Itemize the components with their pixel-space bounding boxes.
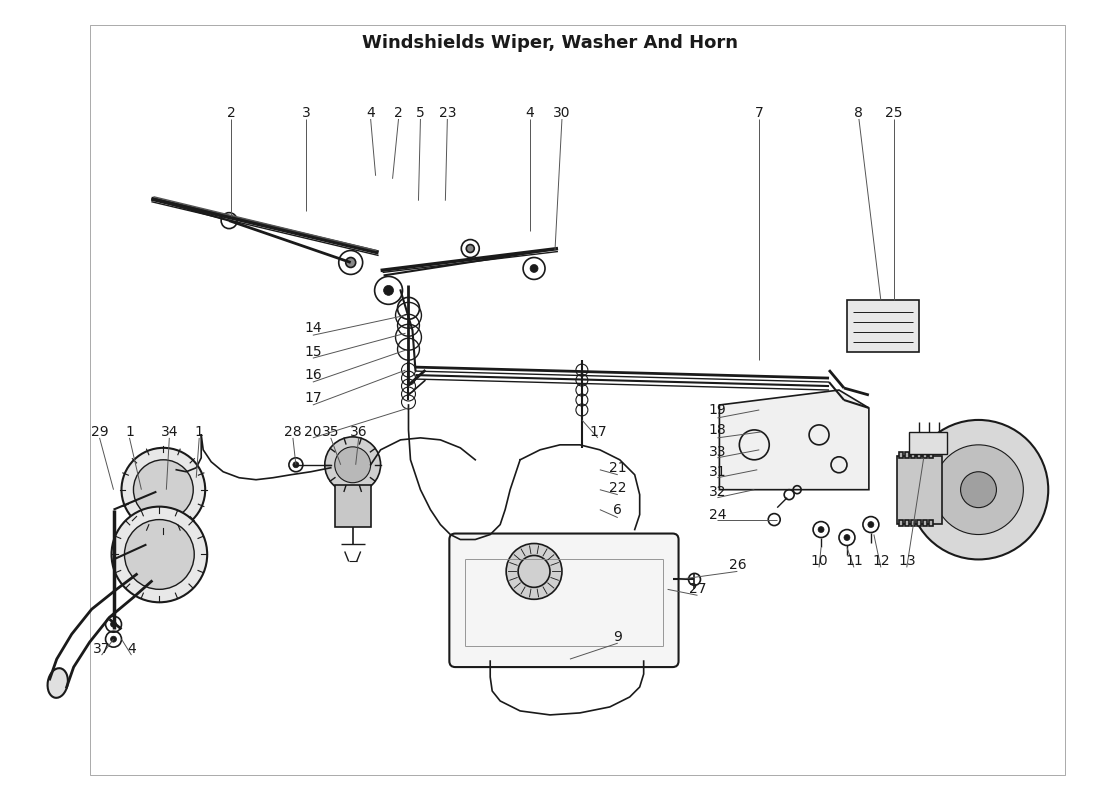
Bar <box>896 456 942 523</box>
Bar <box>911 519 915 526</box>
Circle shape <box>133 460 194 519</box>
Bar <box>916 452 921 458</box>
Circle shape <box>844 534 850 541</box>
Bar <box>905 452 909 458</box>
Circle shape <box>466 245 474 253</box>
Text: 23: 23 <box>439 106 456 120</box>
Circle shape <box>909 420 1048 559</box>
Text: 2: 2 <box>227 106 235 120</box>
Text: 4: 4 <box>526 106 535 120</box>
Text: 1: 1 <box>195 425 204 439</box>
Text: 24: 24 <box>708 508 726 522</box>
Text: 3: 3 <box>301 106 310 120</box>
Text: 33: 33 <box>708 445 726 459</box>
Bar <box>905 519 909 526</box>
Circle shape <box>530 265 538 273</box>
Circle shape <box>934 445 1023 534</box>
Text: 9: 9 <box>614 630 623 644</box>
Text: 6: 6 <box>614 502 623 517</box>
Text: 34: 34 <box>161 425 178 439</box>
Circle shape <box>124 519 195 590</box>
Polygon shape <box>719 390 869 490</box>
Circle shape <box>293 462 299 468</box>
Bar <box>847 300 918 352</box>
Text: 20: 20 <box>304 425 321 439</box>
Circle shape <box>506 543 562 599</box>
Text: Windshields Wiper, Washer And Horn: Windshields Wiper, Washer And Horn <box>362 34 738 52</box>
Ellipse shape <box>47 668 68 698</box>
Text: 36: 36 <box>350 425 367 439</box>
Text: 37: 37 <box>92 642 110 656</box>
Text: 15: 15 <box>304 345 321 359</box>
Text: 4: 4 <box>128 642 135 656</box>
Text: 30: 30 <box>553 106 571 120</box>
Text: 13: 13 <box>898 554 915 569</box>
Bar <box>334 485 371 526</box>
Bar <box>899 519 903 526</box>
Text: 31: 31 <box>708 465 726 478</box>
Text: 7: 7 <box>755 106 763 120</box>
Text: 27: 27 <box>689 582 706 596</box>
Text: 17: 17 <box>588 425 606 439</box>
Text: 1: 1 <box>125 425 134 439</box>
Circle shape <box>334 447 371 482</box>
Text: 19: 19 <box>708 403 726 417</box>
Text: 25: 25 <box>886 106 903 120</box>
Bar <box>911 452 915 458</box>
Bar <box>916 519 921 526</box>
Circle shape <box>868 522 873 527</box>
Text: 32: 32 <box>708 485 726 498</box>
Circle shape <box>110 622 117 627</box>
Text: 16: 16 <box>304 368 321 382</box>
Circle shape <box>960 472 997 508</box>
Text: 29: 29 <box>91 425 109 439</box>
Circle shape <box>110 636 117 642</box>
Text: 35: 35 <box>322 425 340 439</box>
Text: 4: 4 <box>366 106 375 120</box>
Circle shape <box>324 437 381 493</box>
Text: 17: 17 <box>304 391 321 405</box>
Text: 5: 5 <box>416 106 425 120</box>
Bar <box>928 519 933 526</box>
Text: 11: 11 <box>845 554 862 569</box>
Circle shape <box>818 526 824 533</box>
Bar <box>899 452 903 458</box>
Bar <box>909 432 947 454</box>
Text: 10: 10 <box>811 554 828 569</box>
Bar <box>923 519 926 526</box>
Text: 26: 26 <box>728 558 746 573</box>
Bar <box>923 452 926 458</box>
Text: 8: 8 <box>855 106 864 120</box>
Circle shape <box>384 286 394 295</box>
Text: 14: 14 <box>304 322 321 335</box>
Text: 22: 22 <box>609 481 627 494</box>
Circle shape <box>345 258 355 267</box>
Text: 21: 21 <box>609 461 627 474</box>
Text: 12: 12 <box>872 554 890 569</box>
Text: 2: 2 <box>394 106 403 120</box>
Circle shape <box>111 506 207 602</box>
Bar <box>928 452 933 458</box>
Circle shape <box>121 448 206 531</box>
FancyBboxPatch shape <box>450 534 679 667</box>
Text: 18: 18 <box>708 423 726 437</box>
Text: 28: 28 <box>284 425 301 439</box>
Bar <box>89 26 1065 774</box>
